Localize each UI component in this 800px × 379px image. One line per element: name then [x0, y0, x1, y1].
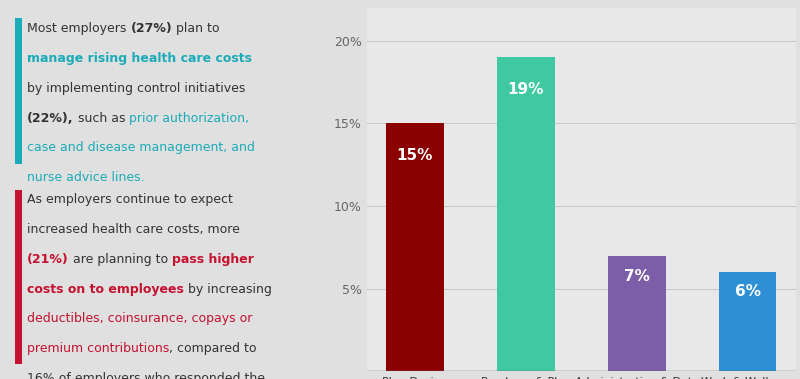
Text: 15%: 15%: [397, 148, 433, 163]
Text: plan to: plan to: [172, 22, 220, 35]
Text: nurse advice lines.: nurse advice lines.: [27, 171, 145, 184]
Text: (22%),: (22%),: [27, 112, 74, 125]
Text: increased health care costs, more: increased health care costs, more: [27, 223, 240, 236]
Text: (21%): (21%): [27, 253, 69, 266]
Bar: [497, 57, 554, 371]
Text: 6%: 6%: [734, 284, 761, 299]
Text: Most employers: Most employers: [27, 22, 130, 35]
Bar: [608, 256, 666, 371]
Text: As employers continue to expect: As employers continue to expect: [27, 193, 233, 206]
Text: case and disease management, and: case and disease management, and: [27, 141, 255, 155]
Text: 7%: 7%: [624, 269, 650, 284]
Text: 16% of employers who responded the: 16% of employers who responded the: [27, 372, 265, 379]
Text: costs on to employees: costs on to employees: [27, 283, 184, 296]
FancyBboxPatch shape: [15, 19, 22, 164]
Bar: [719, 272, 777, 371]
Bar: [386, 123, 444, 371]
Text: by increasing: by increasing: [184, 283, 272, 296]
Text: pass higher: pass higher: [172, 253, 254, 266]
Text: premium contributions: premium contributions: [27, 342, 170, 356]
Text: (27%): (27%): [130, 22, 172, 35]
Text: prior authorization,: prior authorization,: [129, 112, 249, 125]
Text: are planning to: are planning to: [69, 253, 172, 266]
Text: such as: such as: [74, 112, 129, 125]
Text: , compared to: , compared to: [170, 342, 257, 356]
Text: manage rising health care costs: manage rising health care costs: [27, 52, 252, 65]
FancyBboxPatch shape: [15, 190, 22, 364]
Text: by implementing control initiatives: by implementing control initiatives: [27, 82, 246, 95]
Text: 19%: 19%: [508, 82, 544, 97]
Text: deductibles, coinsurance, copays or: deductibles, coinsurance, copays or: [27, 312, 253, 326]
